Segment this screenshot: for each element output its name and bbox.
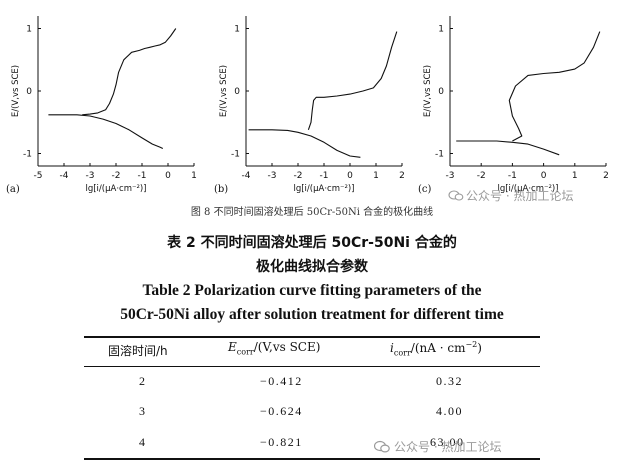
x-tick-label: 1	[191, 171, 197, 181]
y-axis-label: E/(V,vs SCE)	[423, 65, 433, 117]
x-tick-label: 1	[373, 171, 379, 181]
curve-series-anodic	[508, 31, 601, 142]
wechat-icon-small	[454, 193, 464, 201]
watermark-bottom: 公众号 · 热加工论坛	[374, 438, 501, 455]
row-3-time: 3	[139, 404, 147, 418]
y-tick-label: 1	[438, 25, 444, 35]
header-ecorr-sub: corr	[236, 347, 254, 357]
panel-letter: (c)	[418, 184, 432, 195]
x-axis-label: lg[i/(μA·cm⁻²)]	[293, 184, 354, 194]
polarization-chart-a: -5 -4 -3 -2 -1 0 1 1 0 -1 E/(V,vs SCE) lg[i/(μA·cm⁻…	[4, 6, 210, 198]
figure-caption: 图 8 不同时间固溶处理后 50Cr-50Ni 合金的极化曲线	[190, 207, 434, 218]
table-title-cn-2: 极化曲线拟合参数	[256, 259, 368, 275]
x-tick-label: -5	[34, 171, 43, 181]
x-tick-label: 0	[165, 171, 171, 181]
row-2-time: 2	[139, 374, 147, 388]
row-3-ecorr: −0.624	[260, 404, 303, 418]
table-top-rule	[84, 336, 540, 338]
header-icorr: icorr/(nA · cm−2)	[390, 340, 482, 357]
x-tick-label: -1	[138, 171, 147, 181]
row-2-ecorr: −0.412	[260, 374, 303, 388]
header-time: 固溶时间/h	[108, 344, 168, 358]
table-title-en-2: 50Cr-50Ni alloy after solution treatment…	[120, 306, 504, 323]
y-tick-label: 1	[234, 25, 240, 35]
panel-letter: (b)	[214, 184, 228, 195]
chart-c-svg: -3 -2 -1 0 1 2 1 0 -1 E/(V,vs SCE) lg[i/(μA·cm⁻²)]…	[418, 16, 609, 203]
y-axis-label: E/(V,vs SCE)	[11, 65, 21, 117]
watermark-bottom-text: 公众号 · 热加工论坛	[394, 440, 502, 454]
row-4-ecorr: −0.821	[260, 435, 303, 449]
row-4-icorr: 63.00	[430, 435, 465, 449]
polarization-chart-b: -4 -3 -2 -1 0 1 2 1 0 -1 E/(V,vs SCE) lg[i/(μA·cm⁻²…	[212, 6, 418, 198]
chart-b-svg: -4 -3 -2 -1 0 1 2 1 0 -1 E/(V,vs SCE) lg[i/(μA·cm⁻²…	[214, 16, 405, 195]
x-tick-label: 0	[347, 171, 353, 181]
row-4-time: 4	[139, 435, 147, 449]
table-bottom-rule	[84, 458, 540, 460]
curve-series-anodic	[82, 28, 177, 116]
y-tick-label: 0	[234, 87, 240, 97]
x-tick-label: -3	[446, 171, 455, 181]
header-icorr-sub: corr	[393, 348, 411, 358]
chart-a-svg: -5 -4 -3 -2 -1 0 1 1 0 -1 E/(V,vs SCE) lg[i/(μA·cm⁻…	[6, 16, 197, 195]
x-tick-label: 0	[541, 171, 547, 181]
header-icorr-symbol: i	[390, 341, 394, 355]
y-tick-label: 1	[26, 25, 32, 35]
row-2-icorr: 0.32	[436, 374, 463, 388]
x-tick-label: -2	[294, 171, 303, 181]
wechat-icon	[374, 440, 390, 453]
curve-series-cathodic	[48, 114, 164, 149]
y-tick-label: -1	[23, 150, 32, 160]
row-3-icorr: 4.00	[436, 404, 463, 418]
curve-series-cathodic	[248, 129, 361, 158]
panel-letter: (a)	[6, 184, 20, 195]
x-tick-label: 1	[572, 171, 578, 181]
x-tick-label: 2	[399, 171, 405, 181]
x-tick-label: -2	[112, 171, 121, 181]
curve-series-anodic	[307, 31, 398, 130]
header-icorr-close: )	[477, 341, 482, 355]
x-axis-label: lg[i/(μA·cm⁻²)]	[497, 184, 558, 194]
x-axis-label: lg[i/(μA·cm⁻²)]	[85, 184, 146, 194]
polarization-chart-c: -3 -2 -1 0 1 2 1 0 -1 E/(V,vs SCE) lg[i/(μA·cm⁻²)]…	[416, 6, 620, 203]
table-title-en-1: Table 2 Polarization curve fitting param…	[142, 282, 482, 299]
header-icorr-sup: −2	[465, 340, 478, 349]
header-ecorr-unit: /(V,vs SCE)	[253, 340, 321, 354]
x-tick-label: -2	[477, 171, 486, 181]
watermark-top: 公众号 · 热加工论坛	[448, 189, 573, 203]
x-tick-label: -1	[508, 171, 517, 181]
y-tick-label: -1	[435, 150, 444, 160]
x-tick-label: -3	[268, 171, 277, 181]
x-tick-label: -3	[86, 171, 95, 181]
y-axis-label: E/(V,vs SCE)	[219, 65, 229, 117]
watermark-top-text: 公众号 · 热加工论坛	[466, 189, 573, 203]
y-tick-label: 0	[26, 87, 32, 97]
curve-series-cathodic	[456, 140, 560, 156]
y-tick-label: 0	[438, 87, 444, 97]
y-tick-label: -1	[231, 150, 240, 160]
header-ecorr: Ecorr/(V,vs SCE)	[228, 340, 320, 356]
header-ecorr-symbol: E	[228, 340, 237, 354]
x-tick-label: 2	[603, 171, 609, 181]
x-tick-label: -4	[242, 171, 251, 181]
x-tick-label: -4	[60, 171, 69, 181]
header-icorr-unit: /(nA · cm	[410, 341, 466, 355]
x-tick-label: -1	[320, 171, 329, 181]
table-title-cn-1: 表 2 不同时间固溶处理后 50Cr-50Ni 合金的	[167, 235, 457, 251]
table-header-rule	[84, 366, 540, 367]
